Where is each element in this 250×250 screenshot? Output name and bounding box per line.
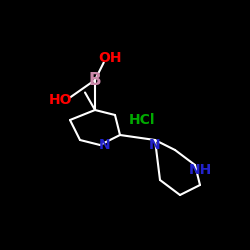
Text: HCl: HCl — [129, 113, 156, 127]
Text: N: N — [99, 138, 111, 152]
Text: B: B — [89, 71, 101, 89]
Text: NH: NH — [188, 163, 212, 177]
Text: N: N — [149, 138, 161, 152]
Text: OH: OH — [98, 50, 122, 64]
Text: HO: HO — [48, 93, 72, 107]
